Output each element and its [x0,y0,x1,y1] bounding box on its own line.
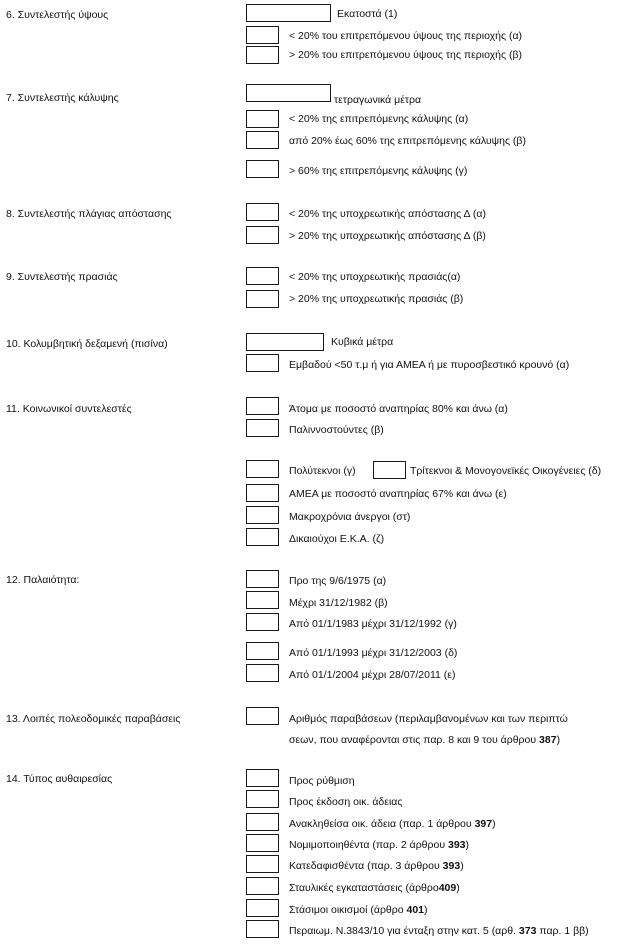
coverage-option-a-label: < 20% της επιτρεπόμενης κάλυψης (α) [289,113,469,125]
pool-option-a-label: Εμβαδού <50 τ.μ ή για ΑΜΕΑ ή με πυροσβεσ… [289,359,570,371]
section-12-label: 12. Παλαιότητα: [6,574,80,586]
type-option-4-label: Νομιμοποιηθέντα (παρ. 2 άρθρου 393) [289,839,470,851]
violations-description-line2: σεων, που αναφέρονται στις παρ. 8 και 9 … [289,734,561,746]
side-distance-option-a-checkbox[interactable] [246,203,279,221]
type-option-5-label: Κατεδαφισθέντα (παρ. 3 άρθρου 393) [289,860,464,872]
section-6-label: 6. Συντελεστής ύψους [6,9,109,21]
age-option-d-checkbox[interactable] [246,642,279,660]
type-option-2-label: Προς έκδοση οικ. άδειας [289,796,403,808]
age-option-a-checkbox[interactable] [246,570,279,588]
social-option-c-label: Πολύτεκνοι (γ) [289,465,356,477]
type-option-3-checkbox[interactable] [246,813,279,831]
social-option-a-label: Άτομα με ποσοστό αναπηρίας 80% και άνω (… [289,403,508,415]
type-option-8-checkbox[interactable] [246,920,279,938]
section-9-label: 9. Συντελεστής πρασιάς [6,271,118,283]
height-option-b-label: > 20% του επιτρεπόμενου ύψους της περιοχ… [289,49,523,61]
social-option-st-label: Μακροχρόνια άνεργοι (στ) [289,511,411,523]
social-option-z-label: Δικαιούχοι Ε.Κ.Α. (ζ) [289,533,385,545]
age-option-d-label: Από 01/1/1993 μέχρι 31/12/2003 (δ) [289,647,458,659]
age-option-c-label: Από 01/1/1983 μέχρι 31/12/1992 (γ) [289,618,457,630]
coverage-option-b-label: από 20% έως 60% της επιτρεπόμενης κάλυψη… [289,135,526,147]
height-option-a-checkbox[interactable] [246,26,279,44]
height-option-a-label: < 20% του επιτρεπόμενου ύψους της περιοχ… [289,30,523,42]
social-option-e-label: ΑΜΕΑ με ποσοστό αναπηρίας 67% και άνω (ε… [289,488,507,500]
side-distance-option-a-label: < 20% της υποχρεωτικής απόστασης Δ (α) [289,208,486,220]
section-13-label: 13. Λοιπές πολεοδομικές παραβάσεις [6,713,181,725]
age-option-b-checkbox[interactable] [246,591,279,609]
height-cm-field[interactable] [246,4,331,22]
front-yard-option-a-checkbox[interactable] [246,267,279,285]
side-distance-option-b-checkbox[interactable] [246,226,279,244]
pool-unit-label: Κυβικά μέτρα [331,336,394,348]
age-option-b-label: Μέχρι 31/12/1982 (β) [289,597,388,609]
type-option-5-checkbox[interactable] [246,855,279,873]
coverage-unit-label: τετραγωνικά μέτρα [334,94,422,106]
social-option-z-checkbox[interactable] [246,528,279,546]
other-violations-count-field[interactable] [246,707,279,725]
type-option-8-label: Περαιωμ. Ν.3843/10 για ένταξη στην κατ. … [289,925,589,937]
height-option-b-checkbox[interactable] [246,46,279,64]
age-option-c-checkbox[interactable] [246,613,279,631]
social-option-d-label: Τρίτεκνοι & Μονογονεϊκές Οικογένειες (δ) [410,465,602,477]
type-option-7-checkbox[interactable] [246,899,279,917]
social-option-st-checkbox[interactable] [246,506,279,524]
type-option-1-label: Προς ρύθμιση [289,775,355,787]
type-option-6-label: Σταυλικές εγκαταστάσεις (άρθρο409) [289,882,460,894]
type-option-1-checkbox[interactable] [246,769,279,787]
type-option-6-checkbox[interactable] [246,877,279,895]
front-yard-option-a-label: < 20% της υποχρεωτικής πρασιάς(α) [289,271,461,283]
front-yard-option-b-checkbox[interactable] [246,290,279,308]
coverage-option-c-checkbox[interactable] [246,160,279,178]
social-option-e-checkbox[interactable] [246,484,279,502]
social-option-b-checkbox[interactable] [246,419,279,437]
type-option-3-label: Ανακληθείσα οικ. άδεια (παρ. 1 άρθρου 39… [289,818,496,830]
pool-option-a-checkbox[interactable] [246,354,279,372]
coverage-option-a-checkbox[interactable] [246,110,279,128]
social-option-d-checkbox[interactable] [373,461,406,479]
age-option-e-label: Από 01/1/2004 μέχρι 28/07/2011 (ε) [289,669,456,681]
type-option-2-checkbox[interactable] [246,790,279,808]
front-yard-option-b-label: > 20% της υποχρεωτικής πρασιάς (β) [289,293,464,305]
coverage-sqm-field[interactable] [246,84,331,102]
type-option-4-checkbox[interactable] [246,834,279,852]
section-8-label: 8. Συντελεστής πλάγιας απόστασης [6,208,172,220]
pool-volume-field[interactable] [246,333,324,351]
violations-description-line1: Αριθμός παραβάσεων (περιλαμβανομένων και… [289,713,568,725]
age-option-e-checkbox[interactable] [246,664,279,682]
section-7-label: 7. Συντελεστής κάλυψης [6,92,119,104]
coverage-option-c-label: > 60% της επιτρεπόμενης κάλυψης (γ) [289,165,468,177]
age-option-a-label: Προ της 9/6/1975 (α) [289,575,387,587]
coverage-option-b-checkbox[interactable] [246,131,279,149]
social-option-b-label: Παλιννοστούντες (β) [289,424,384,436]
side-distance-option-b-label: > 20% της υποχρεωτικής απόστασης Δ (β) [289,230,486,242]
social-option-c-checkbox[interactable] [246,460,279,478]
section-11-label: 11. Κοινωνικοί συντελεστές [6,403,132,415]
section-14-label: 14. Τύπος αυθαιρεσίας [6,773,113,785]
height-unit-label: Εκατοστά (1) [337,8,398,20]
section-10-label: 10. Κολυμβητική δεξαμενή (πισίνα) [6,338,168,350]
social-option-a-checkbox[interactable] [246,397,279,415]
type-option-7-label: Στάσιμοι οικισμοί (άρθρο 401) [289,904,428,916]
